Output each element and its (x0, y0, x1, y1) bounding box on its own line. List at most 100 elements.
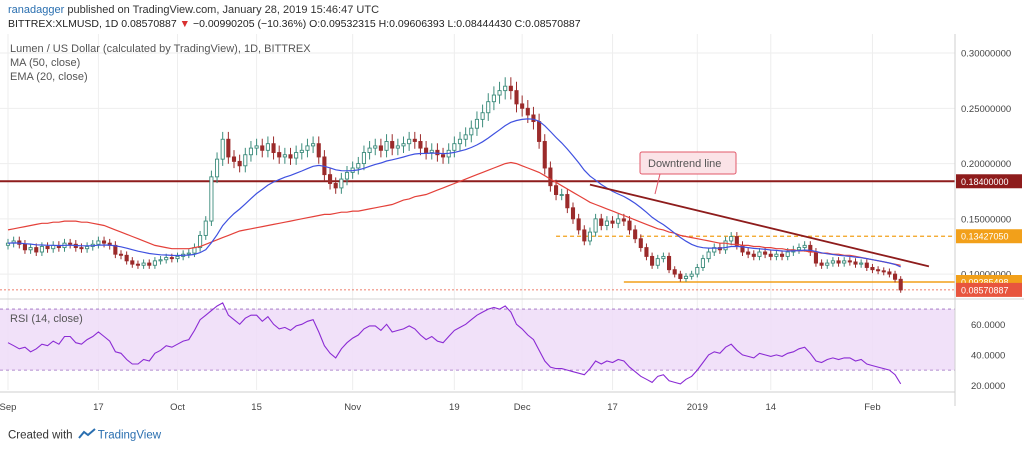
candle (463, 127, 468, 147)
candle (576, 213, 581, 235)
candle (723, 236, 728, 254)
candle (881, 267, 886, 276)
candle (667, 252, 672, 274)
candle (864, 259, 869, 271)
candle (474, 111, 480, 136)
candle (729, 232, 734, 246)
candle (768, 250, 773, 261)
price-tick-label: 0.25000000 (961, 104, 1011, 115)
candle (282, 147, 287, 164)
price-tick-label: 0.15000000 (961, 214, 1011, 225)
price-tick-label: 0.20000000 (961, 159, 1011, 170)
candle (412, 131, 417, 149)
candle (847, 257, 852, 266)
candle (333, 177, 338, 194)
candle (514, 81, 519, 113)
tradingview-logo-icon (77, 428, 96, 443)
candle (85, 242, 90, 253)
candle (361, 145, 367, 171)
candle (441, 147, 446, 164)
candle (638, 234, 643, 252)
candle (45, 242, 50, 253)
candle (836, 257, 841, 267)
candle (796, 243, 802, 254)
down-arrow-icon: ▼ (179, 18, 191, 30)
price-tick-label: 0.30000000 (961, 49, 1011, 60)
candle (531, 106, 536, 130)
candle (469, 120, 474, 143)
candle (582, 225, 587, 246)
time-tick-label: 2019 (687, 402, 708, 413)
svg-text:0.09285498: 0.09285498 (961, 278, 1009, 288)
author-link[interactable]: ranadagger (8, 4, 65, 16)
svg-text:0.18400000: 0.18400000 (961, 177, 1009, 187)
price-chart[interactable]: Downtrend line 0.30000000 0.25000000 0.200… (0, 34, 1024, 426)
ohlc-values: O:0.09532315 H:0.09606393 L:0.08444430 C… (309, 18, 581, 30)
legend-rsi: RSI (14, close) (10, 313, 83, 325)
candle (260, 138, 265, 158)
candle (893, 270, 898, 283)
rsi-band (0, 309, 955, 371)
candle (435, 143, 440, 162)
legend-ma50: MA (50, close) (10, 57, 80, 69)
time-tick-label: 19 (449, 402, 460, 413)
rsi-tick-label: 60.0000 (971, 320, 1005, 331)
candle (344, 166, 350, 186)
candle (288, 147, 293, 165)
candle (28, 243, 33, 254)
price-change: −0.00990205 (−10.36%) (192, 18, 307, 30)
candle (96, 236, 101, 249)
downtrend-callout-text: Downtrend line (648, 158, 721, 170)
candle (130, 257, 135, 268)
candle (305, 138, 310, 158)
time-tick-label: Oct (170, 402, 185, 413)
candle (570, 202, 576, 224)
candle (661, 252, 666, 263)
candle (311, 136, 316, 154)
time-tick-label: Feb (864, 402, 880, 413)
tradingview-link[interactable]: TradingView (97, 429, 162, 442)
candle (898, 276, 903, 293)
rsi-tick-label: 20.0000 (971, 381, 1005, 392)
candle (876, 266, 881, 275)
candle (599, 213, 604, 231)
candle (842, 257, 847, 267)
candle (678, 270, 683, 282)
candle (859, 259, 864, 268)
candle (780, 250, 785, 261)
symbol-label: BITTREX:XLMUSD, 1D (8, 18, 119, 30)
downtrend-callout-box (639, 151, 737, 175)
candle (695, 263, 700, 278)
svg-text:0.13427050: 0.13427050 (961, 232, 1009, 242)
candle (503, 77, 508, 100)
candle (457, 131, 463, 151)
candle (220, 131, 225, 166)
candle (356, 156, 361, 175)
candle (746, 248, 751, 259)
downtrend-line (589, 183, 930, 268)
candle (248, 141, 254, 162)
rsi-axis: 60.0000 40.0000 20.0000 (971, 320, 1005, 392)
candle (68, 238, 73, 249)
time-axis: Sep 17 Oct 15 Nov 19 Dec 17 2019 14 Feb (0, 391, 955, 413)
candle (226, 131, 231, 164)
candle (124, 251, 129, 265)
candle (384, 134, 389, 158)
candle (390, 134, 395, 156)
candle (237, 154, 242, 173)
time-tick-label: 17 (93, 402, 104, 413)
candle (277, 145, 282, 164)
candle (243, 147, 248, 173)
candle (186, 249, 191, 259)
candle (175, 252, 180, 263)
candle (214, 152, 220, 184)
candle (418, 134, 423, 156)
candle (135, 260, 141, 269)
candle (887, 268, 892, 278)
candle (299, 143, 304, 160)
candle (118, 250, 124, 260)
time-tick-label: 15 (251, 402, 262, 413)
candle (774, 250, 779, 261)
candle (627, 216, 632, 235)
candle (79, 243, 84, 253)
